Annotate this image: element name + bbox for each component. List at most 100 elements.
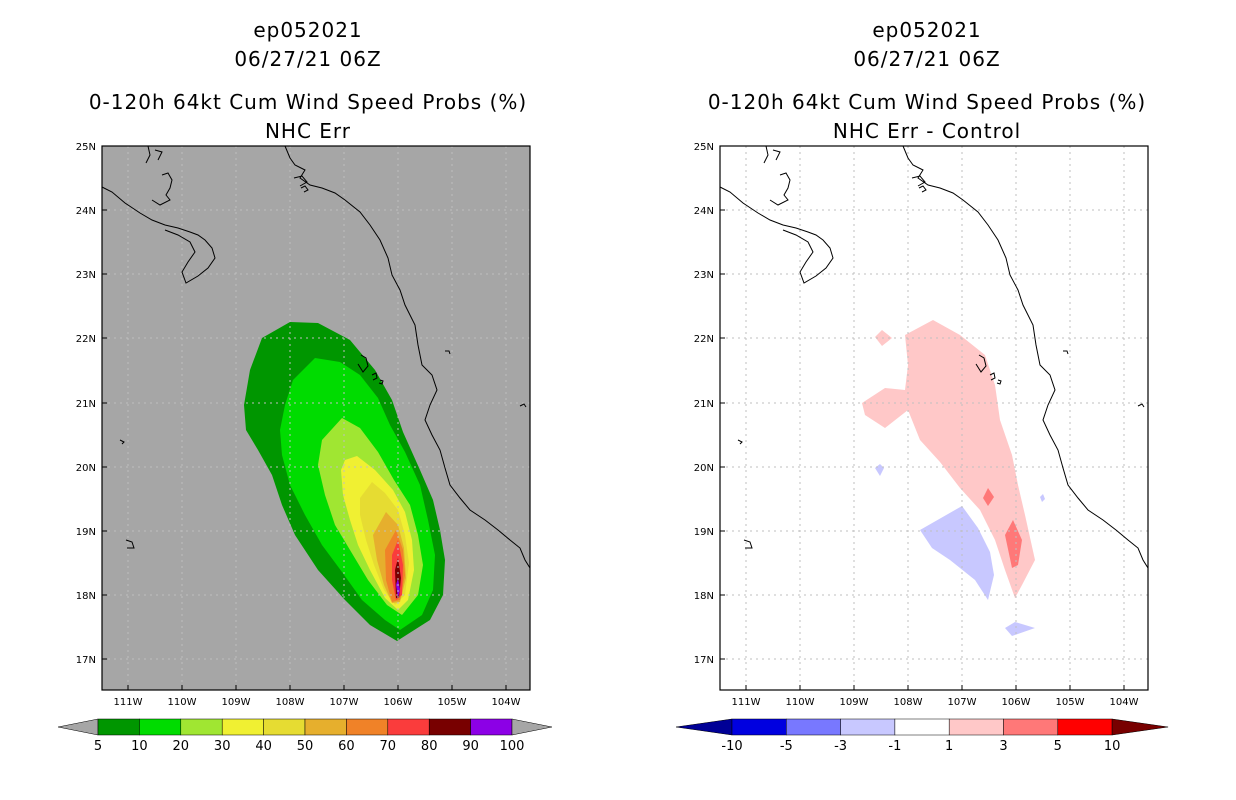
contour-pos-3-5-a [983,488,994,506]
colorbar-label: -1 [888,739,901,754]
colorbar-label: 30 [214,739,231,754]
colorbar-label: 60 [338,739,355,754]
lon-label: 105W [1056,697,1085,708]
colorbar-label: -3 [834,739,847,754]
colorbar-bin [263,718,306,736]
colorbar-label: 10 [131,739,148,754]
colorbar-over-arrow [511,718,553,736]
left-gridlines [102,146,530,690]
colorbar-over-arrow [1111,718,1169,736]
left-map-panel: 111W 110W 109W 108W 107W 106W 105W 104W 25N 24N 23… [76,142,531,708]
colorbar-label: 10 [1104,739,1121,754]
colorbar-bin [346,718,389,736]
lon-label: 107W [948,697,977,708]
lon-label: 111W [114,697,143,708]
lon-label: 108W [894,697,923,708]
colorbar-bin [840,718,896,736]
left-axis-labels: 111W 110W 109W 108W 107W 106W 105W 104W 25N 24N 23… [76,142,521,708]
right-subtitle: NHC Err - Control [833,119,1021,143]
lon-label: 104W [492,697,521,708]
colorbar-bin [428,718,471,736]
left-map-frame [101,145,531,691]
left-coastline [101,145,531,569]
colorbar-label: 3 [999,739,1007,754]
colorbar-bin [470,718,513,736]
lat-label: 22N [76,334,96,345]
colorbar-bin [387,718,430,736]
contour-pos-3-5-b [1005,520,1022,568]
right-datetime: 06/27/21 06Z [853,47,1000,71]
colorbar-bin [786,718,841,736]
colorbar-bin [97,718,140,736]
colorbar-label: 90 [462,739,479,754]
lon-label: 106W [384,697,413,708]
colorbar-label: 100 [500,739,525,754]
colorbar-label: -10 [721,739,742,754]
lat-label: 20N [694,463,714,474]
right-axis-labels: 111W 110W 109W 108W 107W 106W 105W 104W 25N 24N 23… [694,142,1139,708]
difference-contours [862,320,1045,636]
lon-label: 109W [222,697,251,708]
colorbar-bin [1057,718,1113,736]
left-subtitle: NHC Err [265,119,351,143]
colorbar-bin [304,718,347,736]
lat-label: 25N [694,142,714,153]
right-map-panel: 111W 110W 109W 108W 107W 106W 105W 104W 25N 24N 23… [694,142,1149,708]
left-product-title: 0-120h 64kt Cum Wind Speed Probs (%) [89,90,527,114]
lat-label: 19N [694,527,714,538]
lon-label: 110W [168,697,197,708]
lon-label: 104W [1110,697,1139,708]
lat-label: 18N [694,591,714,602]
right-map-frame [719,145,1149,691]
contour-pos-1-3 [862,320,1035,598]
left-storm-id: ep052021 [253,18,362,42]
colorbar-label: 50 [297,739,314,754]
lon-label: 109W [840,697,869,708]
colorbar-label: 1 [945,739,953,754]
lat-label: 21N [694,399,714,410]
right-title: ep052021 06/27/21 06Z 0-120h 64kt Cum Wi… [708,18,1146,143]
lat-label: 19N [76,527,96,538]
colorbar-bin [1003,718,1059,736]
lat-label: 17N [694,655,714,666]
colorbar-bin [731,718,787,736]
lat-label: 24N [694,206,714,217]
contour-neg-1-3-small-b [1005,622,1035,636]
contour-neg-1-3 [920,506,994,600]
lat-label: 24N [76,206,96,217]
right-product-title: 0-120h 64kt Cum Wind Speed Probs (%) [708,90,1146,114]
colorbar-label: 5 [1054,739,1062,754]
lat-label: 23N [694,270,714,281]
lon-label: 106W [1002,697,1031,708]
left-title: ep052021 06/27/21 06Z 0-120h 64kt Cum Wi… [89,18,527,143]
right-coastline [719,145,1149,569]
lon-label: 105W [438,697,467,708]
colorbar-label: 40 [255,739,272,754]
colorbar-under-arrow [57,718,99,736]
right-colorbar: -10 -5 -3 -1 1 3 5 10 [675,718,1169,754]
colorbar-under-arrow [675,718,733,736]
lat-label: 18N [76,591,96,602]
colorbar-bin [139,718,182,736]
colorbar-label: 80 [421,739,438,754]
contour-neg-1-3-small-c [1040,494,1045,502]
colorbar-label: 5 [94,739,102,754]
lon-label: 108W [276,697,305,708]
colorbar-bin [948,718,1004,736]
contour-90-100 [396,578,400,598]
colorbar-label: 70 [380,739,397,754]
lon-label: 111W [732,697,761,708]
left-colorbar: 5 10 20 30 40 50 60 70 80 90 100 [57,718,553,754]
colorbar-label: 20 [173,739,190,754]
colorbar-bin [894,718,950,736]
lat-label: 22N [694,334,714,345]
right-storm-id: ep052021 [872,18,981,42]
lon-label: 107W [330,697,359,708]
lat-label: 25N [76,142,96,153]
colorbar-label: -5 [780,739,793,754]
lat-label: 17N [76,655,96,666]
colorbar-bin [221,718,264,736]
lat-label: 20N [76,463,96,474]
probability-contours [244,322,445,641]
